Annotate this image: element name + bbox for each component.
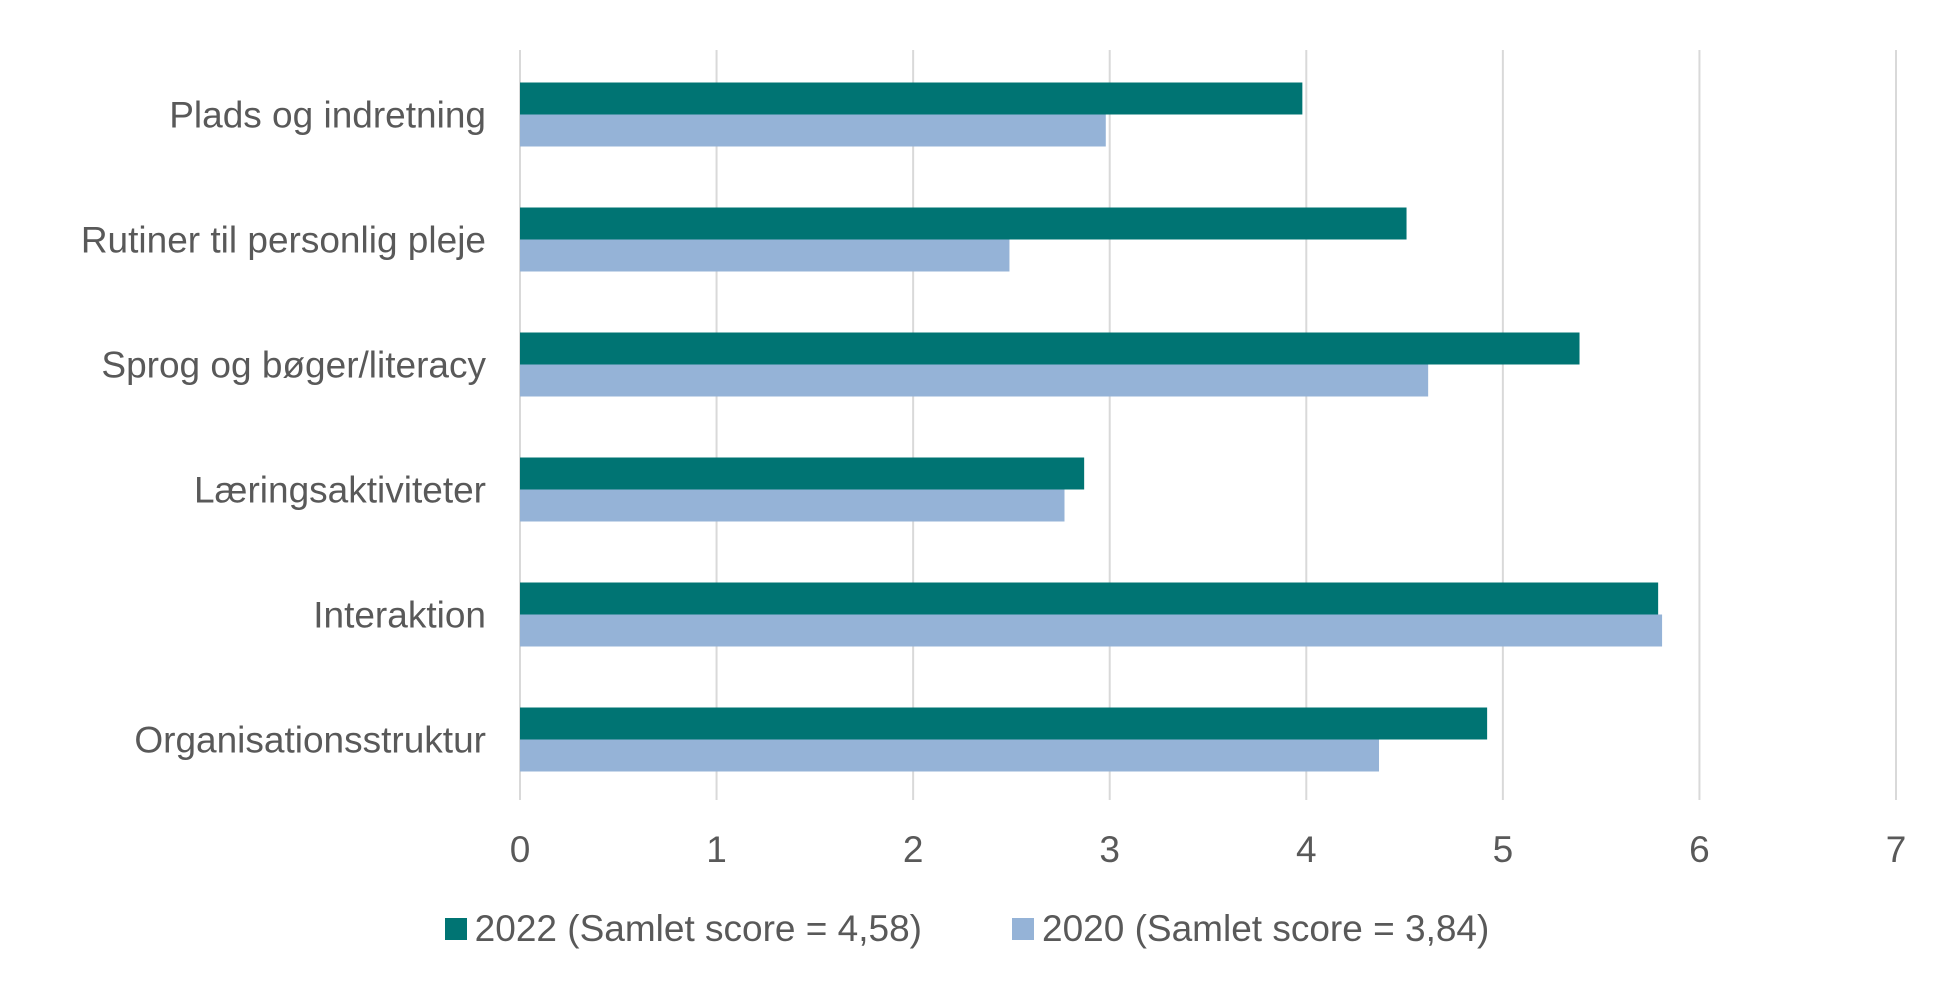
category-label-5: Interaktion bbox=[313, 595, 486, 636]
bar-2022-1 bbox=[520, 82, 1303, 115]
x-tick-label-0: 0 bbox=[510, 829, 531, 870]
category-label-1: Plads og indretning bbox=[169, 95, 486, 136]
category-label-4: Læringsaktiviteter bbox=[194, 470, 486, 511]
bar-2020-5 bbox=[520, 614, 1663, 647]
legend-swatch-2022 bbox=[444, 918, 467, 940]
x-tick-label-6: 6 bbox=[1689, 829, 1710, 870]
legend-item-2022: 2022 (Samlet score = 4,58) bbox=[444, 908, 922, 950]
category-label-6: Organisationsstruktur bbox=[134, 720, 486, 761]
x-tick-label-5: 5 bbox=[1493, 829, 1514, 870]
x-tick-label-4: 4 bbox=[1296, 829, 1317, 870]
bar-2022-3 bbox=[520, 332, 1580, 365]
legend: 2022 (Samlet score = 4,58) 2020 (Samlet … bbox=[0, 908, 1934, 950]
bar-2022-2 bbox=[520, 207, 1407, 240]
bar-2022-4 bbox=[520, 457, 1085, 490]
legend-label-2020: 2020 (Samlet score = 3,84) bbox=[1042, 908, 1490, 949]
bar-2020-1 bbox=[520, 114, 1106, 147]
x-tick-label-1: 1 bbox=[706, 829, 727, 870]
bar-2020-2 bbox=[520, 239, 1010, 272]
legend-swatch-2020 bbox=[1012, 918, 1034, 940]
category-label-2: Rutiner til personlig pleje bbox=[81, 220, 486, 261]
bar-2022-6 bbox=[520, 707, 1488, 740]
legend-item-2020: 2020 (Samlet score = 3,84) bbox=[1012, 908, 1489, 950]
x-tick-label-3: 3 bbox=[1099, 829, 1120, 870]
bar-2020-4 bbox=[520, 489, 1065, 522]
bar-2020-3 bbox=[520, 364, 1429, 397]
legend-label-2022: 2022 (Samlet score = 4,58) bbox=[474, 908, 922, 949]
x-tick-label-2: 2 bbox=[903, 829, 924, 870]
category-label-3: Sprog og bøger/literacy bbox=[101, 345, 486, 386]
bar-2022-5 bbox=[520, 582, 1659, 615]
x-tick-label-7: 7 bbox=[1886, 829, 1907, 870]
bar-2020-6 bbox=[520, 739, 1380, 772]
